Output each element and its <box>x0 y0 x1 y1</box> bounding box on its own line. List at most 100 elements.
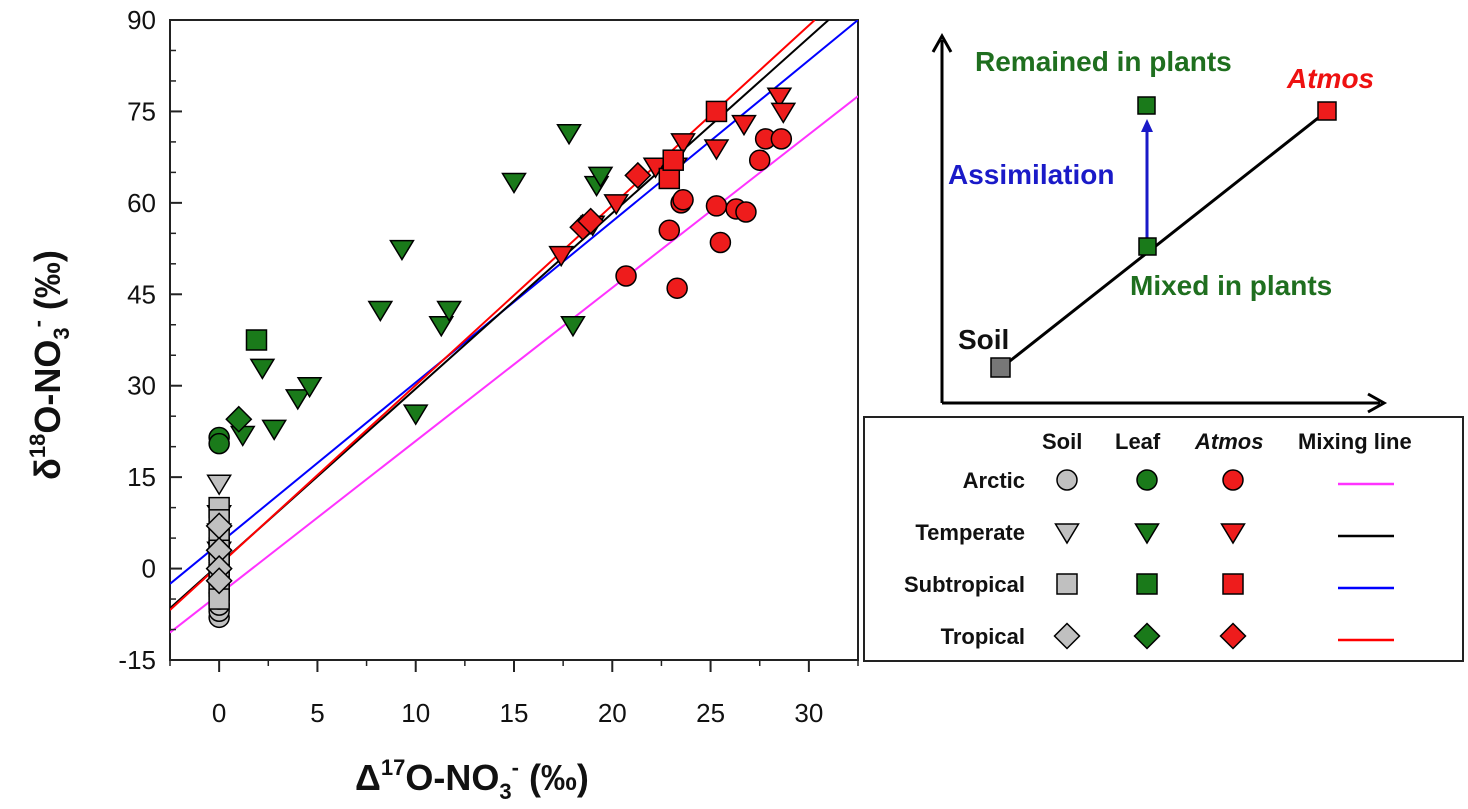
mixed-label: Mixed in plants <box>1130 270 1332 301</box>
point-atmos-arctic <box>770 128 793 150</box>
remained-square-marker <box>1137 96 1156 115</box>
legend-marker-arctic <box>1136 469 1158 491</box>
point-atmos-tropical <box>624 161 652 189</box>
point-leaf-temperate <box>402 404 429 426</box>
legend-marker-subtropical <box>1136 573 1158 595</box>
y-tick-label: 30 <box>127 371 156 401</box>
x-tick-label: 20 <box>598 698 627 728</box>
point-atmos-tropical <box>577 207 605 235</box>
data-points <box>205 87 797 629</box>
point-atmos-temperate <box>731 114 757 137</box>
point-leaf-temperate <box>436 300 462 322</box>
x-tick-label: 0 <box>212 698 226 728</box>
legend-marker-temperate <box>1220 523 1246 545</box>
y-tick-label: 0 <box>142 554 156 584</box>
legend-marker-arctic <box>1056 469 1078 491</box>
atmos-square-marker <box>1317 101 1337 121</box>
point-atmos-arctic <box>709 231 732 254</box>
point-leaf-arctic <box>208 432 230 455</box>
scatter-chart: -15 0 15 30 45 60 75 90 0 5 10 15 20 25 30 Δ17O-NO3- (… <box>25 5 859 804</box>
point-leaf-temperate <box>501 172 527 194</box>
atmos-label: Atmos <box>1286 63 1374 94</box>
soil-label: Soil <box>958 324 1009 355</box>
point-atmos-arctic <box>748 149 771 171</box>
legend-row-label: Tropical <box>941 624 1025 649</box>
point-leaf-temperate <box>296 376 323 399</box>
point-atmos-subtropical <box>662 149 684 171</box>
mixing-line-arctic <box>170 95 858 634</box>
point-leaf-tropical <box>225 405 253 433</box>
point-atmos-arctic <box>672 189 694 211</box>
y-axis-title: δ18O-NO3- (‰) <box>25 250 74 480</box>
legend-header-soil: Soil <box>1042 429 1082 454</box>
point-leaf-temperate <box>560 316 586 338</box>
legend-marker-tropical <box>1219 622 1247 650</box>
soil-square-marker <box>990 357 1011 378</box>
point-leaf-temperate <box>587 166 614 188</box>
y-tick-label: 45 <box>127 279 156 309</box>
legend-frame <box>863 416 1464 662</box>
legend-header-mixing-line: Mixing line <box>1298 429 1412 454</box>
y-tick-label: 60 <box>127 188 156 218</box>
point-atmos-arctic <box>735 201 757 223</box>
point-atmos-arctic <box>705 195 728 217</box>
y-tick-label: 15 <box>127 462 156 492</box>
x-tick-label: 10 <box>401 698 430 728</box>
legend-marker-tropical <box>1133 622 1161 650</box>
y-tick-label: 90 <box>127 5 156 35</box>
point-atmos-subtropical <box>658 167 681 190</box>
remained-label: Remained in plants <box>975 46 1232 77</box>
point-leaf-temperate <box>261 419 288 441</box>
legend-marker-subtropical <box>1056 573 1078 595</box>
point-atmos-temperate <box>548 245 575 268</box>
schematic-mixing-line <box>1000 109 1328 370</box>
point-atmos-temperate <box>770 102 797 124</box>
point-atmos-temperate <box>703 139 730 161</box>
point-soil-tropical <box>205 567 233 595</box>
point-atmos-subtropical <box>705 100 728 123</box>
x-tick-label: 25 <box>696 698 725 728</box>
point-leaf-subtropical <box>245 329 268 351</box>
point-soil-temperate <box>206 474 232 496</box>
point-atmos-temperate <box>670 133 696 155</box>
x-tick-label: 5 <box>310 698 324 728</box>
point-atmos-temperate <box>766 87 793 109</box>
legend-row-label: Subtropical <box>904 572 1025 597</box>
point-atmos-arctic <box>666 277 688 299</box>
point-leaf-temperate <box>556 124 582 146</box>
legend-marker-temperate <box>1134 523 1160 545</box>
legend-row-label: Arctic <box>963 468 1025 493</box>
y-tick-label: -15 <box>118 645 156 675</box>
regression-lines <box>170 20 858 634</box>
legend-marker-temperate <box>1054 523 1080 545</box>
schematic-y-arrowhead <box>931 32 953 53</box>
schematic-diagram: Remained in plants Atmos Assimilation Mi… <box>931 32 1388 414</box>
legend: Soil Leaf Atmos Mixing line Arctic Temper… <box>863 416 1464 662</box>
legend-marker-tropical <box>1053 622 1081 650</box>
point-leaf-temperate <box>249 358 276 380</box>
x-tick-label: 15 <box>500 698 529 728</box>
tick-labels: -15 0 15 30 45 60 75 90 0 5 10 15 20 25 30 <box>118 5 823 728</box>
legend-marker-arctic <box>1222 469 1244 491</box>
point-leaf-temperate <box>229 425 256 447</box>
point-atmos-temperate <box>603 194 630 216</box>
legend-header-leaf: Leaf <box>1115 429 1161 454</box>
x-axis-title: Δ17O-NO3- (‰) <box>355 755 589 804</box>
assimilation-label: Assimilation <box>948 159 1114 190</box>
y-tick-label: 75 <box>127 96 156 126</box>
x-tick-label: 30 <box>794 698 823 728</box>
axis-ticks <box>169 19 859 672</box>
point-leaf-temperate <box>389 239 415 262</box>
point-leaf-temperate <box>284 389 311 411</box>
legend-header-atmos: Atmos <box>1194 429 1263 454</box>
point-leaf-temperate <box>367 300 394 322</box>
point-atmos-arctic <box>658 219 681 242</box>
point-atmos-arctic <box>615 265 637 287</box>
mixed-square-marker <box>1138 237 1157 256</box>
legend-row-label: Temperate <box>915 520 1025 545</box>
assimilation-arrowhead <box>1141 119 1153 132</box>
schematic-x-arrowhead <box>1367 392 1388 414</box>
legend-marker-subtropical <box>1222 573 1244 595</box>
point-leaf-temperate <box>428 316 455 338</box>
